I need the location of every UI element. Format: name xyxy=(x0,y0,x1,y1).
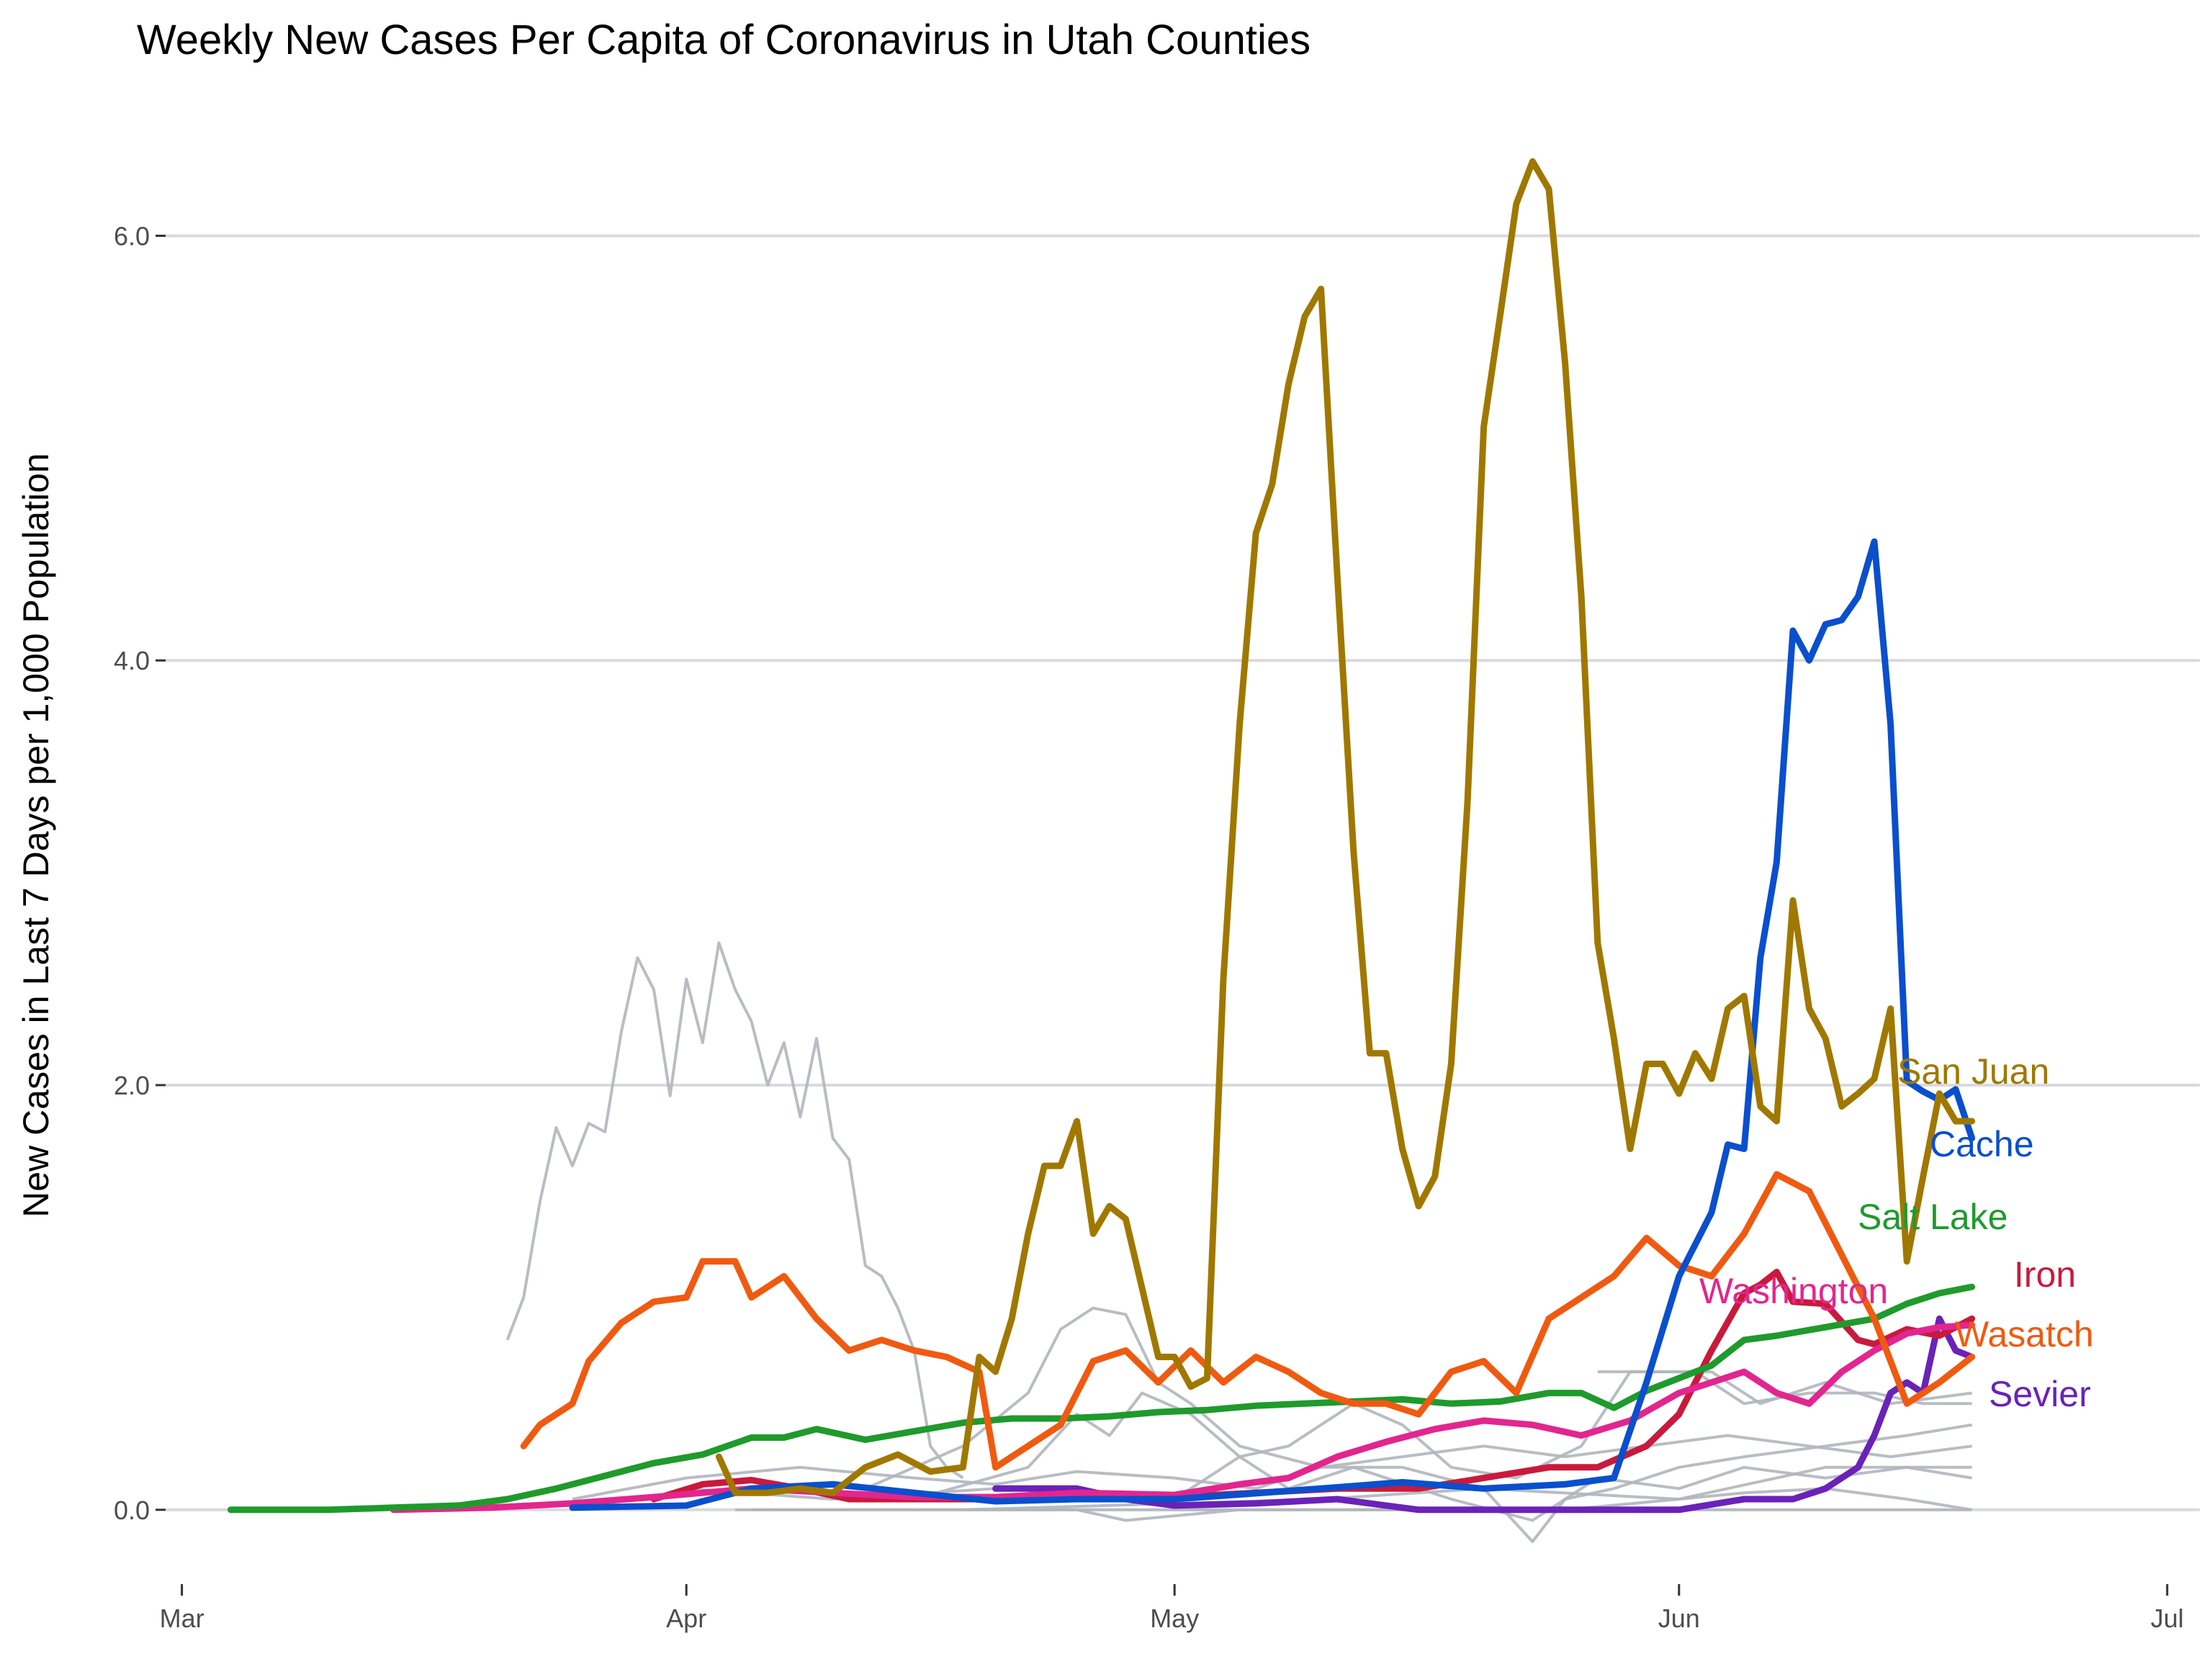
x-tick-label-1: Apr xyxy=(666,1604,706,1633)
y-tick-label-1: 2.0 xyxy=(114,1071,150,1100)
series-label-washington: Washington xyxy=(1699,1271,1888,1311)
highlighted-county-lines xyxy=(227,158,1976,1514)
y-axis-title: New Cases in Last 7 Days per 1,000 Popul… xyxy=(16,453,56,1218)
other-county-line-2 xyxy=(914,1370,1972,1501)
x-tick-label-3: Jun xyxy=(1658,1604,1700,1633)
x-tick-label-2: May xyxy=(1150,1604,1199,1633)
series-label-salt-lake: Salt Lake xyxy=(1858,1197,2008,1237)
series-label-iron: Iron xyxy=(2014,1254,2076,1295)
other-county-line-0 xyxy=(505,941,964,1480)
other-county-line-1 xyxy=(865,1306,1972,1543)
series-label-wasatch: Wasatch xyxy=(1955,1314,2094,1354)
chart-title: Weekly New Cases Per Capita of Coronavir… xyxy=(137,17,1310,63)
series-line-cache xyxy=(569,538,1976,1511)
y-tick-label-2: 4.0 xyxy=(114,646,150,675)
y-tick-label-0: 0.0 xyxy=(114,1496,150,1525)
series-line-salt-lake xyxy=(227,1283,1976,1514)
series-label-cache: Cache xyxy=(1930,1124,2034,1164)
series-line-wasatch xyxy=(520,1171,1976,1471)
series-line-washington xyxy=(390,1321,1976,1514)
x-tick-label-0: Mar xyxy=(160,1604,204,1633)
y-tick-label-3: 6.0 xyxy=(114,221,150,251)
x-axis-ticks: Mar Apr May Jun Jul xyxy=(160,1584,2184,1633)
series-line-sevier xyxy=(992,1315,1976,1514)
series-label-sevier: Sevier xyxy=(1989,1374,2091,1414)
y-axis-ticks: 0.0 2.0 4.0 6.0 xyxy=(114,221,166,1525)
series-line-san-juan xyxy=(715,158,1976,1496)
x-tick-label-4: Jul xyxy=(2151,1604,2184,1633)
series-label-san-juan: San Juan xyxy=(1897,1051,2049,1092)
